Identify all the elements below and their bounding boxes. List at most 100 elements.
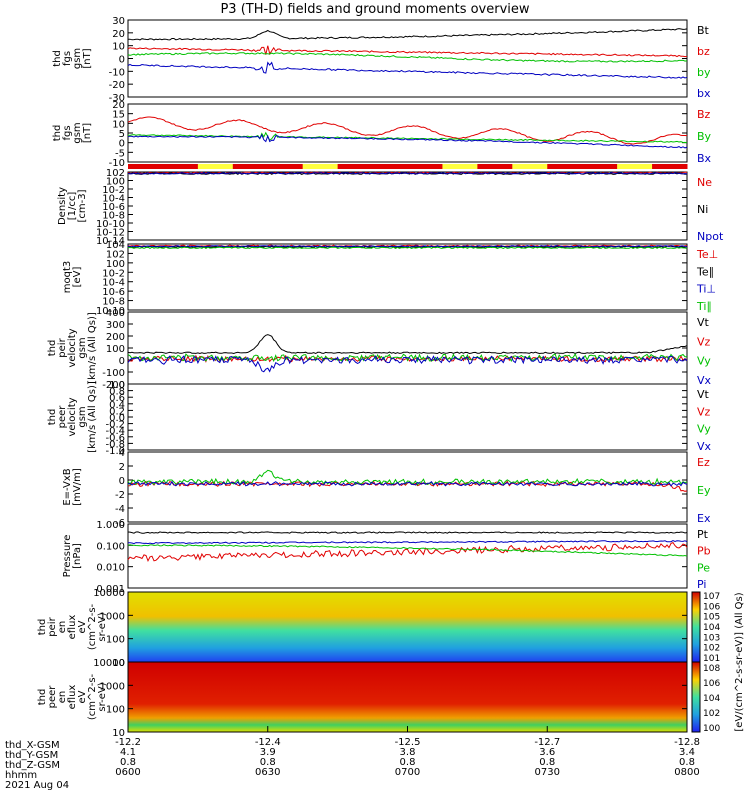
legend-Vy: Vy [697,355,711,368]
mode-bar-segment [128,164,164,169]
series-line-Pb [127,541,688,563]
y-axis-label: thdpeervelocitygsm[km/s (All Qs)] [47,381,98,453]
legend-Vz: Vz [697,335,711,348]
x-tick-label: 3.8 [400,747,416,758]
y-tick-label: 0 [119,139,125,150]
series-line-By [127,131,688,144]
y-axis-label-line: [km/s (All Qs)] [87,312,98,384]
y-tick-label: 0.4 [109,400,125,411]
series-line-Pe [127,544,688,557]
y-axis-label-line: [nT] [82,123,93,143]
colorbar-tick-label: 107 [703,592,720,602]
y-axis-label-line: Pressure [62,535,73,578]
y-tick-label: 10000 [93,588,125,599]
y-tick-label: 1.000 [96,520,125,531]
x-tick-label: 0630 [255,767,280,778]
colorbar-tick-label: 105 [703,613,720,623]
y-tick-label: 20 [112,100,125,111]
y-tick-label: 5 [119,129,125,140]
y-axis-label-line: fgs [62,125,73,140]
y-tick-label: 0.6 [109,393,125,404]
series-line-Vy [127,353,688,363]
mode-bar-segment [267,164,304,169]
heatmap-area [128,592,687,662]
y-axis-label-line: [cm-3] [77,189,88,222]
y-axis-label: Pressure[nPa] [62,535,83,578]
colorbar-bottom [691,661,701,733]
legend-Ne: Ne [697,176,712,189]
y-axis-label-line: en [57,691,68,704]
y-axis-label-line: [mV/m] [72,468,83,506]
y-axis-label-line: thd [52,125,63,142]
x-tick-label: -12.2 [115,737,141,748]
legend-Vt: Vt [697,388,710,401]
y-axis-label-line: peir [47,616,58,636]
legend-bz: bz [697,45,710,58]
y-tick-label: 1.0 [109,380,125,391]
panel-peer-eflux: 10000 1000 100 10 thdpeerenefluxeV(cm^2-s-sr… [37,658,688,739]
x-tick-label: -12.5 [395,737,421,748]
y-tick-label: 15 [112,110,125,121]
legend-Ti∥: Ti∥ [696,300,712,313]
y-tick-label: 10-8 [102,211,125,222]
x-axis-row-label: hhmm [5,770,37,781]
panel-frame [127,451,688,523]
colorbar-label: [eV/(cm^2-s-sr-eV)] (All Qs) [734,592,745,731]
x-tick-label: 4.1 [120,747,136,758]
y-axis-label: thdfgsgsm[nT] [52,48,93,69]
legend-Bt: Bt [697,24,710,37]
y-tick-label: 10000 [93,658,125,669]
series-line-Bz [127,116,688,145]
mode-bar-segment [407,164,443,169]
y-axis-label: thdpeerenefluxeV(cm^2-s-sr-eV) [37,673,108,720]
y-axis-label-line: [nPa] [72,543,83,569]
y-tick-label: -10 [109,158,125,169]
mode-bar-segment [372,164,408,169]
panel-frame [127,103,688,163]
legend-bx: bx [697,87,711,100]
y-axis-label-line: en [57,621,68,634]
y-tick-label: 100 [106,259,125,270]
y-tick-label: -0.4 [105,426,125,437]
series-line-bx [127,61,688,79]
y-tick-label: -1.0 [105,446,125,457]
series-line-bz [127,45,688,58]
x-axis-row-label: thd_Z-GSM [5,760,60,771]
mode-bar-segment [547,164,583,169]
y-tick-label: 100 [106,705,125,716]
colorbar-tick-label: 102 [703,644,720,654]
colorbar-tick-label: 104 [703,694,720,704]
panel-efield: 4 2 0 -2 -4 -6 E=-VxB[mV/m] Ez Ey Ex [62,448,711,529]
mode-bar-segment [512,164,548,169]
y-tick-label: 0 [119,356,125,367]
y-tick-label: 10-6 [102,202,125,213]
y-tick-label: 10-4 [102,194,125,205]
legend-Ex: Ex [697,512,711,525]
y-tick-label: 30 [112,16,125,27]
y-tick-label: 10 [112,728,125,739]
figure-title: P3 (TH-D) fields and ground moments over… [220,2,530,17]
x-tick-label: -12.7 [534,737,560,748]
y-tick-label: -20 [109,80,125,91]
y-tick-label: -0.6 [105,433,125,444]
y-tick-label: 300 [106,320,125,331]
legend-Bz: Bz [697,108,711,121]
legend-Ez: Ez [697,456,710,469]
panel-peir-eflux: 10000 1000 100 10 thdpeirenefluxeV(cm^2-s-sr… [37,588,688,669]
y-axis-label-line: gsm [72,122,83,143]
y-axis-label: E=-VxB[mV/m] [62,468,83,506]
y-tick-label: 10-10 [96,219,125,230]
y-axis-label: thdfgsgsm[nT] [52,122,93,143]
mode-bar-segment [477,164,513,169]
mode-bar-segment [617,164,653,169]
y-tick-label: -100 [102,368,125,379]
series-line-Vx [127,355,688,373]
y-tick-label: 102 [106,249,125,260]
y-tick-label: 10 [112,42,125,53]
y-tick-label: 10-2 [102,268,125,279]
colorbar-tick-label: 100 [703,724,720,734]
legend-Ni: Ni [697,203,708,216]
